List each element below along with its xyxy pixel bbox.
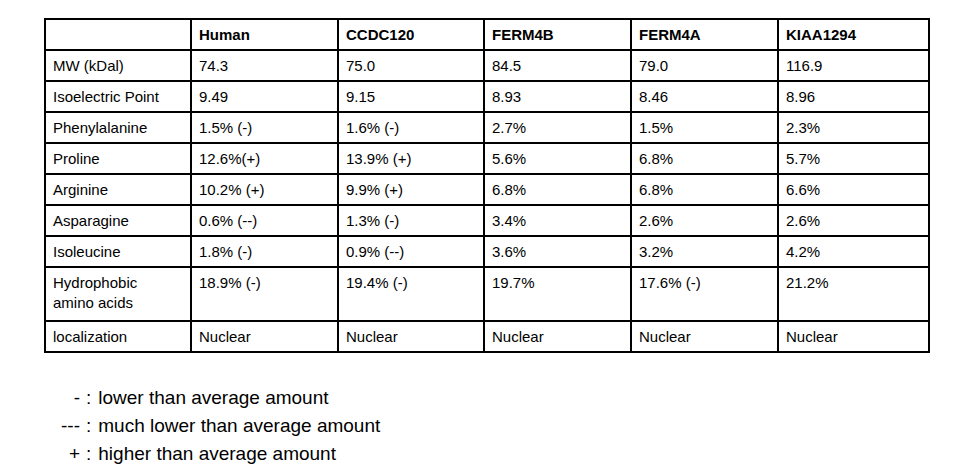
legend: - : lower than average amount --- : much… bbox=[40, 384, 380, 468]
row-label: Isoelectric Point bbox=[45, 81, 191, 112]
table-cell: 79.0 bbox=[631, 50, 778, 81]
legend-text: lower than average amount bbox=[98, 384, 328, 412]
table-cell: 116.9 bbox=[778, 50, 929, 81]
table-row-localization: localization Nuclear Nuclear Nuclear Nuc… bbox=[45, 321, 929, 352]
legend-symbol: + bbox=[40, 440, 80, 468]
table-cell: 6.8% bbox=[484, 174, 631, 205]
table-cell: 74.3 bbox=[191, 50, 338, 81]
table-cell: 6.8% bbox=[631, 143, 778, 174]
row-label: localization bbox=[45, 321, 191, 352]
table-cell: 12.6%(+) bbox=[191, 143, 338, 174]
table-cell: 84.5 bbox=[484, 50, 631, 81]
table-cell: 2.6% bbox=[778, 205, 929, 236]
table-row-asparagine: Asparagine 0.6% (--) 1.3% (-) 3.4% 2.6% … bbox=[45, 205, 929, 236]
table-row-isoleucine: Isoleucine 1.8% (-) 0.9% (--) 3.6% 3.2% … bbox=[45, 236, 929, 267]
table-cell: 3.2% bbox=[631, 236, 778, 267]
column-header-ccdc120: CCDC120 bbox=[338, 19, 484, 50]
legend-symbol: - bbox=[40, 384, 80, 412]
row-label: Phenylalanine bbox=[45, 112, 191, 143]
column-header-ferm4a: FERM4A bbox=[631, 19, 778, 50]
table-cell: 6.8% bbox=[631, 174, 778, 205]
table-cell: 5.7% bbox=[778, 143, 929, 174]
table-cell: 2.6% bbox=[631, 205, 778, 236]
legend-separator: : bbox=[86, 412, 91, 440]
table-cell: 18.9% (-) bbox=[191, 267, 338, 321]
row-label: Arginine bbox=[45, 174, 191, 205]
table-cell: 9.49 bbox=[191, 81, 338, 112]
row-label: Isoleucine bbox=[45, 236, 191, 267]
legend-text: higher than average amount bbox=[98, 440, 336, 468]
page: Human CCDC120 FERM4B FERM4A KIAA1294 MW … bbox=[0, 0, 960, 475]
table-cell: 1.6% (-) bbox=[338, 112, 484, 143]
table-row-phenylalanine: Phenylalanine 1.5% (-) 1.6% (-) 2.7% 1.5… bbox=[45, 112, 929, 143]
legend-separator: : bbox=[86, 384, 91, 412]
table-cell: 1.5% (-) bbox=[191, 112, 338, 143]
table-cell: 5.6% bbox=[484, 143, 631, 174]
table-row-mw: MW (kDal) 74.3 75.0 84.5 79.0 116.9 bbox=[45, 50, 929, 81]
table-cell: 4.2% bbox=[778, 236, 929, 267]
table-cell: 0.6% (--) bbox=[191, 205, 338, 236]
table-cell: 8.96 bbox=[778, 81, 929, 112]
table-cell: 9.15 bbox=[338, 81, 484, 112]
table-cell: 1.5% bbox=[631, 112, 778, 143]
table-row-hydrophobic-amino-acids: Hydrophobic amino acids 18.9% (-) 19.4% … bbox=[45, 267, 929, 321]
table-cell: 8.93 bbox=[484, 81, 631, 112]
legend-line-much-lower: --- : much lower than average amount bbox=[40, 412, 380, 440]
protein-properties-table: Human CCDC120 FERM4B FERM4A KIAA1294 MW … bbox=[44, 18, 930, 353]
legend-line-lower: - : lower than average amount bbox=[40, 384, 380, 412]
column-header-blank bbox=[45, 19, 191, 50]
row-label: Proline bbox=[45, 143, 191, 174]
table-cell: 9.9% (+) bbox=[338, 174, 484, 205]
table-cell: Nuclear bbox=[191, 321, 338, 352]
table-cell: 3.6% bbox=[484, 236, 631, 267]
table-cell: 13.9% (+) bbox=[338, 143, 484, 174]
legend-text: much lower than average amount bbox=[98, 412, 380, 440]
table-cell: 2.3% bbox=[778, 112, 929, 143]
table-cell: 3.4% bbox=[484, 205, 631, 236]
table-cell: 0.9% (--) bbox=[338, 236, 484, 267]
table-row-proline: Proline 12.6%(+) 13.9% (+) 5.6% 6.8% 5.7… bbox=[45, 143, 929, 174]
table-cell: 1.8% (-) bbox=[191, 236, 338, 267]
table-row-arginine: Arginine 10.2% (+) 9.9% (+) 6.8% 6.8% 6.… bbox=[45, 174, 929, 205]
row-label: Hydrophobic amino acids bbox=[45, 267, 191, 321]
table-header-row: Human CCDC120 FERM4B FERM4A KIAA1294 bbox=[45, 19, 929, 50]
table-cell: Nuclear bbox=[484, 321, 631, 352]
column-header-ferm4b: FERM4B bbox=[484, 19, 631, 50]
table-row-isoelectric-point: Isoelectric Point 9.49 9.15 8.93 8.46 8.… bbox=[45, 81, 929, 112]
column-header-human: Human bbox=[191, 19, 338, 50]
row-label: MW (kDal) bbox=[45, 50, 191, 81]
row-label: Asparagine bbox=[45, 205, 191, 236]
table-cell: 8.46 bbox=[631, 81, 778, 112]
table-cell: Nuclear bbox=[631, 321, 778, 352]
table-cell: 19.4% (-) bbox=[338, 267, 484, 321]
table-cell: 6.6% bbox=[778, 174, 929, 205]
table-cell: 19.7% bbox=[484, 267, 631, 321]
table-cell: Nuclear bbox=[778, 321, 929, 352]
table-cell: 1.3% (-) bbox=[338, 205, 484, 236]
legend-symbol: --- bbox=[40, 412, 80, 440]
table-cell: 75.0 bbox=[338, 50, 484, 81]
table-cell: 17.6% (-) bbox=[631, 267, 778, 321]
column-header-kiaa1294: KIAA1294 bbox=[778, 19, 929, 50]
legend-separator: : bbox=[86, 440, 91, 468]
table-cell: 2.7% bbox=[484, 112, 631, 143]
legend-line-higher: + : higher than average amount bbox=[40, 440, 380, 468]
table-cell: Nuclear bbox=[338, 321, 484, 352]
table-cell: 10.2% (+) bbox=[191, 174, 338, 205]
table-cell: 21.2% bbox=[778, 267, 929, 321]
